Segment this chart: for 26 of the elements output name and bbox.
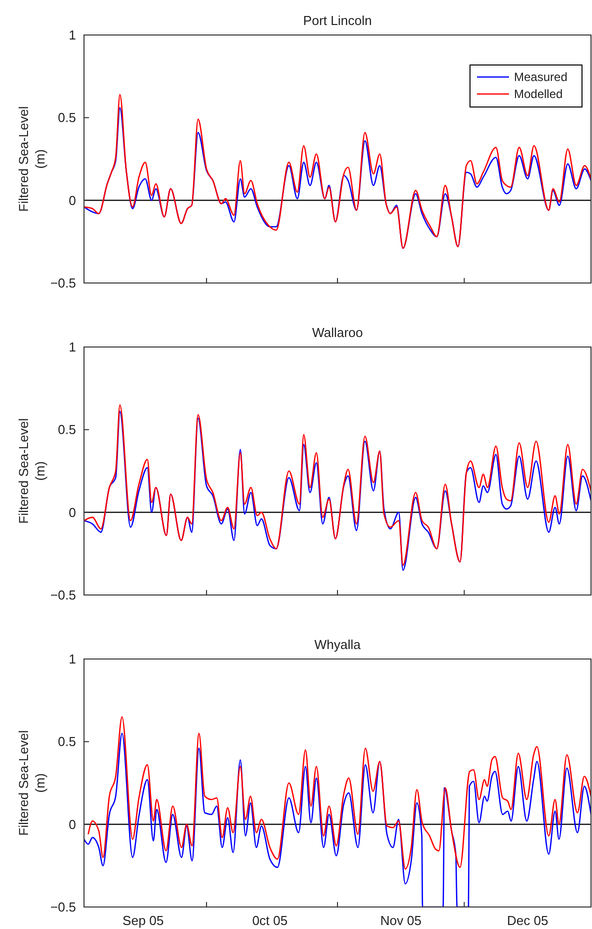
y-tick-label: −0.5: [50, 276, 76, 291]
y-tick-label: 1: [68, 340, 76, 355]
y-tick-label: −0.5: [50, 900, 76, 915]
legend-label: Modelled: [514, 87, 563, 102]
y-tick-label: 1: [68, 28, 76, 43]
x-tick-label: Sep 05: [122, 913, 164, 928]
x-tick-label: Dec 05: [507, 913, 548, 928]
legend-label: Measured: [514, 70, 568, 84]
y-axis-title: Filtered Sea-Level (m): [16, 106, 48, 212]
y-tick-label: −0.5: [50, 588, 76, 603]
y-tick-label: 0: [68, 816, 76, 832]
y-tick-label: 0: [68, 504, 76, 520]
chart-title: Port Lincoln: [303, 13, 372, 28]
y-axis-title: Filtered Sea-Level (m): [16, 730, 48, 836]
x-tick-label: Nov 05: [380, 913, 422, 928]
y-tick-label: 0.5: [58, 110, 76, 126]
chart-title: Wallaroo: [312, 325, 363, 340]
line-series: [84, 732, 591, 907]
y-tick-label: 0.5: [58, 422, 76, 438]
y-axis-title: Filtered Sea-Level (m): [16, 418, 48, 524]
chart-title: Whyalla: [314, 637, 362, 652]
y-tick-label: 0: [68, 192, 76, 208]
y-tick-label: 1: [68, 652, 76, 667]
x-tick-label: 0ct 05: [252, 913, 288, 928]
line-series: [88, 716, 591, 870]
y-tick-label: 0.5: [58, 734, 76, 750]
